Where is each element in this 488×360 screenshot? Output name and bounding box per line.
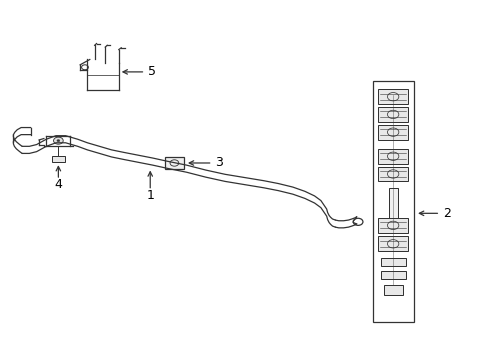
- Circle shape: [53, 137, 63, 144]
- Text: 1: 1: [146, 189, 154, 202]
- Bar: [380, 271, 405, 279]
- Bar: [388, 188, 397, 220]
- Bar: [378, 89, 407, 104]
- Circle shape: [57, 140, 60, 142]
- Bar: [378, 237, 407, 251]
- Bar: [378, 218, 407, 233]
- Bar: [378, 167, 407, 181]
- Bar: [378, 107, 407, 122]
- Text: 5: 5: [147, 66, 155, 78]
- Bar: [383, 285, 402, 295]
- Bar: [372, 81, 413, 322]
- Text: 4: 4: [54, 178, 62, 191]
- Bar: [378, 149, 407, 164]
- Text: 2: 2: [442, 207, 449, 220]
- Bar: [165, 157, 183, 168]
- FancyBboxPatch shape: [52, 156, 64, 162]
- Text: 3: 3: [215, 157, 223, 170]
- Bar: [380, 258, 405, 266]
- Bar: [378, 125, 407, 140]
